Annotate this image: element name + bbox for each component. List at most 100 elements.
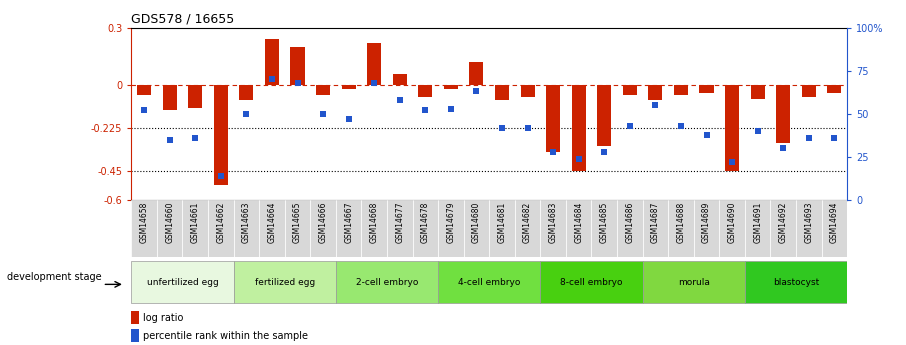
- Text: GSM14685: GSM14685: [600, 202, 609, 243]
- Bar: [412, 200, 439, 257]
- Bar: [444, 85, 458, 89]
- Bar: [284, 200, 310, 257]
- Text: GSM14687: GSM14687: [651, 202, 660, 243]
- Point: [572, 156, 586, 161]
- Bar: [137, 85, 151, 95]
- Point: [546, 149, 561, 155]
- Text: GSM14668: GSM14668: [370, 202, 379, 243]
- Text: GSM14692: GSM14692: [778, 202, 787, 243]
- Bar: [622, 85, 637, 95]
- Bar: [131, 200, 157, 257]
- Point: [750, 128, 765, 134]
- Text: unfertilized egg: unfertilized egg: [147, 277, 218, 287]
- Text: percentile rank within the sample: percentile rank within the sample: [143, 331, 308, 341]
- Bar: [540, 200, 566, 257]
- Point: [725, 159, 739, 165]
- Bar: [234, 261, 336, 303]
- Bar: [649, 85, 662, 100]
- Bar: [597, 85, 612, 146]
- Text: GSM14680: GSM14680: [472, 202, 481, 243]
- Text: GSM14662: GSM14662: [217, 202, 226, 243]
- Text: GSM14689: GSM14689: [702, 202, 711, 243]
- Text: GSM14664: GSM14664: [267, 202, 276, 243]
- Bar: [642, 261, 745, 303]
- Bar: [750, 85, 765, 99]
- Point: [802, 135, 816, 141]
- Text: 2-cell embryo: 2-cell embryo: [356, 277, 419, 287]
- Point: [520, 125, 535, 130]
- Bar: [214, 85, 228, 185]
- Bar: [822, 200, 847, 257]
- Text: GSM14686: GSM14686: [625, 202, 634, 243]
- Bar: [439, 261, 540, 303]
- Point: [214, 173, 228, 179]
- Text: GSM14663: GSM14663: [242, 202, 251, 243]
- Text: GSM14684: GSM14684: [574, 202, 583, 243]
- Point: [699, 132, 714, 137]
- Point: [162, 137, 177, 142]
- Bar: [521, 85, 535, 97]
- Text: GSM14677: GSM14677: [395, 202, 404, 243]
- Bar: [515, 200, 540, 257]
- Bar: [668, 200, 694, 257]
- Bar: [342, 85, 356, 89]
- Bar: [208, 200, 234, 257]
- Bar: [642, 200, 668, 257]
- Text: GSM14665: GSM14665: [293, 202, 302, 243]
- Bar: [827, 85, 842, 93]
- Text: GSM14690: GSM14690: [728, 202, 737, 243]
- Bar: [157, 200, 182, 257]
- Bar: [725, 85, 739, 171]
- Text: GSM14679: GSM14679: [447, 202, 456, 243]
- Point: [342, 116, 356, 122]
- Text: blastocyst: blastocyst: [773, 277, 819, 287]
- Point: [239, 111, 254, 117]
- Text: GSM14661: GSM14661: [191, 202, 200, 243]
- Bar: [540, 261, 642, 303]
- Bar: [336, 261, 439, 303]
- Bar: [387, 200, 412, 257]
- Bar: [131, 329, 139, 342]
- Text: GSM14682: GSM14682: [523, 202, 532, 243]
- Text: GSM14666: GSM14666: [319, 202, 328, 243]
- Bar: [419, 85, 432, 97]
- Point: [648, 102, 662, 108]
- Bar: [265, 39, 279, 85]
- Point: [469, 89, 484, 94]
- Bar: [699, 85, 714, 93]
- Point: [137, 108, 151, 113]
- Bar: [259, 200, 284, 257]
- Bar: [310, 200, 336, 257]
- Text: GSM14667: GSM14667: [344, 202, 353, 243]
- Bar: [572, 85, 586, 171]
- Bar: [439, 200, 464, 257]
- Point: [367, 80, 381, 86]
- Bar: [802, 85, 815, 97]
- Point: [597, 149, 612, 155]
- Bar: [796, 200, 822, 257]
- Text: 8-cell embryo: 8-cell embryo: [560, 277, 622, 287]
- Bar: [163, 85, 177, 110]
- Text: GSM14660: GSM14660: [165, 202, 174, 243]
- Bar: [131, 261, 234, 303]
- Bar: [546, 85, 560, 152]
- Bar: [674, 85, 688, 95]
- Bar: [617, 200, 642, 257]
- Point: [392, 97, 407, 103]
- Text: development stage: development stage: [6, 273, 101, 282]
- Bar: [392, 73, 407, 85]
- Point: [622, 123, 637, 129]
- Bar: [495, 85, 509, 100]
- Point: [495, 125, 509, 130]
- Point: [776, 146, 790, 151]
- Bar: [188, 85, 202, 108]
- Point: [290, 80, 304, 86]
- Bar: [770, 200, 796, 257]
- Point: [265, 77, 279, 82]
- Bar: [234, 200, 259, 257]
- Text: 4-cell embryo: 4-cell embryo: [458, 277, 520, 287]
- Bar: [469, 62, 484, 85]
- Bar: [131, 311, 139, 324]
- Text: GSM14694: GSM14694: [830, 202, 839, 243]
- Bar: [566, 200, 592, 257]
